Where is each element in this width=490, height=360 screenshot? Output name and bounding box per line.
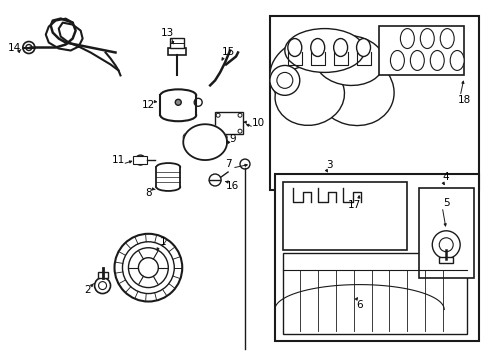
Ellipse shape [285, 28, 365, 72]
Text: 4: 4 [443, 172, 449, 182]
Bar [283, 182, 407, 250]
Bar [160, 95, 196, 115]
Ellipse shape [270, 36, 379, 115]
Circle shape [175, 99, 181, 105]
Ellipse shape [420, 28, 434, 49]
Text: 15: 15 [221, 48, 235, 58]
Text: 6: 6 [356, 300, 363, 310]
Circle shape [23, 41, 35, 54]
Circle shape [240, 159, 250, 169]
Bar [275, 174, 479, 341]
Bar [98, 272, 107, 278]
Bar [283, 253, 467, 334]
Text: 17: 17 [348, 200, 361, 210]
Text: 10: 10 [251, 118, 265, 128]
Bar [168, 48, 186, 55]
Circle shape [115, 234, 182, 302]
Bar [270, 15, 479, 190]
Circle shape [183, 133, 191, 141]
Ellipse shape [410, 50, 424, 71]
Bar [133, 156, 147, 164]
Ellipse shape [315, 55, 394, 126]
Ellipse shape [357, 39, 370, 57]
Text: 9: 9 [230, 134, 236, 144]
Ellipse shape [156, 163, 180, 171]
Text: 16: 16 [225, 181, 239, 191]
Ellipse shape [160, 109, 196, 121]
Ellipse shape [400, 28, 415, 49]
Circle shape [95, 278, 111, 293]
Text: 7: 7 [225, 159, 231, 169]
Ellipse shape [156, 183, 180, 191]
Circle shape [26, 45, 32, 50]
Bar [156, 167, 180, 187]
Ellipse shape [440, 28, 454, 49]
Text: 1: 1 [160, 237, 167, 247]
Ellipse shape [450, 50, 464, 71]
Bar [379, 26, 464, 75]
Circle shape [439, 238, 453, 252]
Polygon shape [183, 124, 227, 160]
Text: 12: 12 [142, 100, 155, 110]
Circle shape [270, 66, 300, 95]
Ellipse shape [334, 39, 347, 57]
Ellipse shape [430, 50, 444, 71]
Ellipse shape [311, 39, 325, 57]
Circle shape [432, 231, 460, 259]
Circle shape [209, 174, 221, 186]
Text: 18: 18 [458, 95, 471, 105]
Text: 8: 8 [145, 188, 152, 198]
Bar [215, 112, 243, 134]
Text: 5: 5 [443, 198, 449, 208]
Text: 2: 2 [84, 284, 91, 294]
Circle shape [128, 248, 168, 288]
Circle shape [138, 258, 158, 278]
Circle shape [194, 98, 202, 106]
Ellipse shape [391, 50, 404, 71]
Ellipse shape [315, 36, 384, 85]
Text: 13: 13 [161, 28, 174, 37]
Circle shape [135, 155, 146, 165]
Circle shape [122, 242, 174, 293]
Bar [439, 257, 453, 263]
Text: 14: 14 [8, 42, 22, 53]
Circle shape [98, 282, 106, 289]
Bar [171, 37, 184, 48]
Bar [419, 188, 474, 278]
Ellipse shape [160, 89, 196, 101]
Text: 3: 3 [326, 160, 333, 170]
Ellipse shape [275, 65, 344, 125]
Ellipse shape [288, 39, 302, 57]
Circle shape [219, 133, 227, 141]
Text: 11: 11 [112, 155, 125, 165]
Circle shape [277, 72, 293, 88]
